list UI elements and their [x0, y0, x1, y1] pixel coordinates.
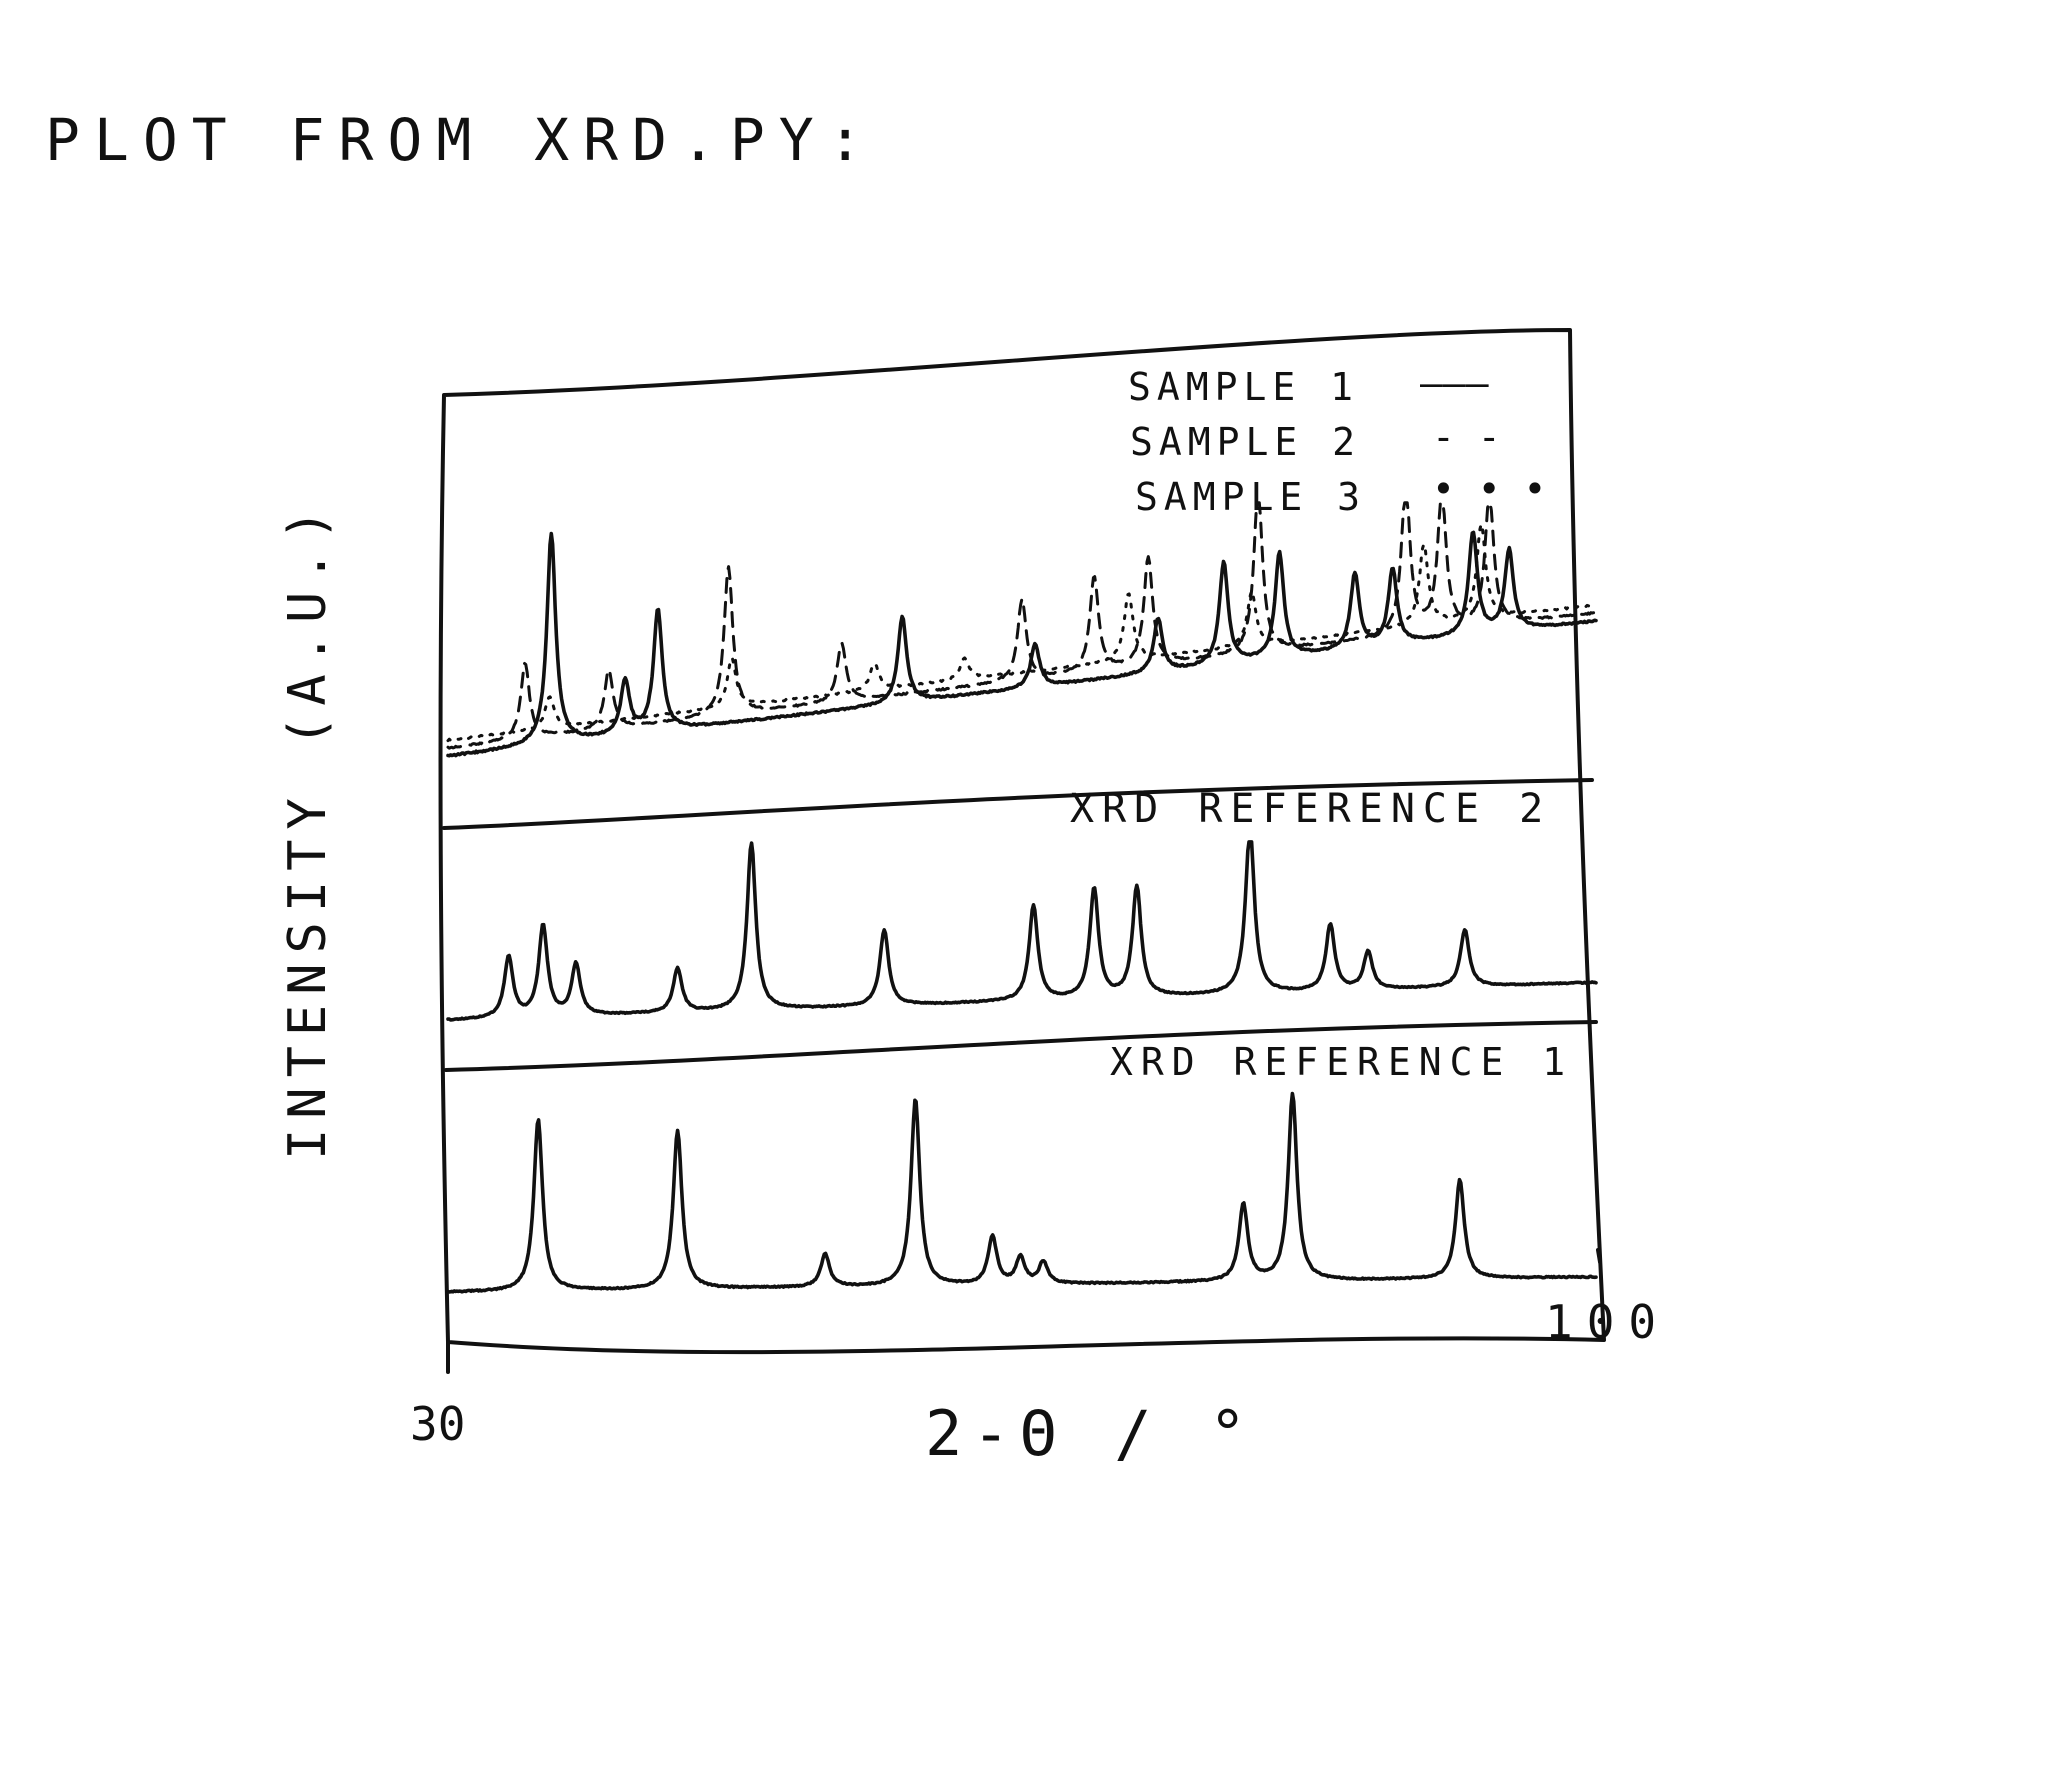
x-tick-end	[1596, 1248, 1602, 1264]
series-line-xrd-reference-1	[446, 1091, 1598, 1294]
legend-label-sample-2: SAMPLE 2	[1130, 420, 1361, 464]
panel-divider-2	[444, 1020, 1598, 1072]
legend-symbol-sample-3: • • •	[1432, 467, 1546, 511]
x-tick-label-start: 30	[410, 1397, 465, 1451]
legend-symbol-sample-2: - -	[1432, 415, 1501, 459]
series-line-sample-1	[446, 530, 1598, 758]
series-line-sample-2	[446, 501, 1598, 750]
x-axis-label: 2-θ / °	[925, 1397, 1256, 1470]
legend-label-sample-3: SAMPLE 3	[1135, 475, 1366, 519]
legend: SAMPLE 1 ——— SAMPLE 2 - - SAMPLE 3 • • •	[1128, 361, 1546, 519]
panel-label-reference-1: XRD REFERENCE 1	[1110, 1040, 1573, 1084]
note-title: PLOT FROM XRD.PY:	[45, 106, 877, 174]
series-line-sample-3	[446, 522, 1598, 743]
panel-label-reference-2: XRD REFERENCE 2	[1070, 786, 1551, 832]
legend-label-sample-1: SAMPLE 1	[1128, 365, 1359, 409]
series-line-xrd-reference-2	[446, 840, 1598, 1022]
legend-symbol-sample-1: ———	[1420, 361, 1489, 405]
panel-divider-1	[442, 778, 1594, 830]
plot-frame	[438, 328, 1606, 1355]
series-layer	[446, 501, 1598, 1294]
x-tick-label-end: 100	[1545, 1295, 1670, 1349]
y-axis-label: INTENSITY (A.U.)	[278, 499, 338, 1160]
